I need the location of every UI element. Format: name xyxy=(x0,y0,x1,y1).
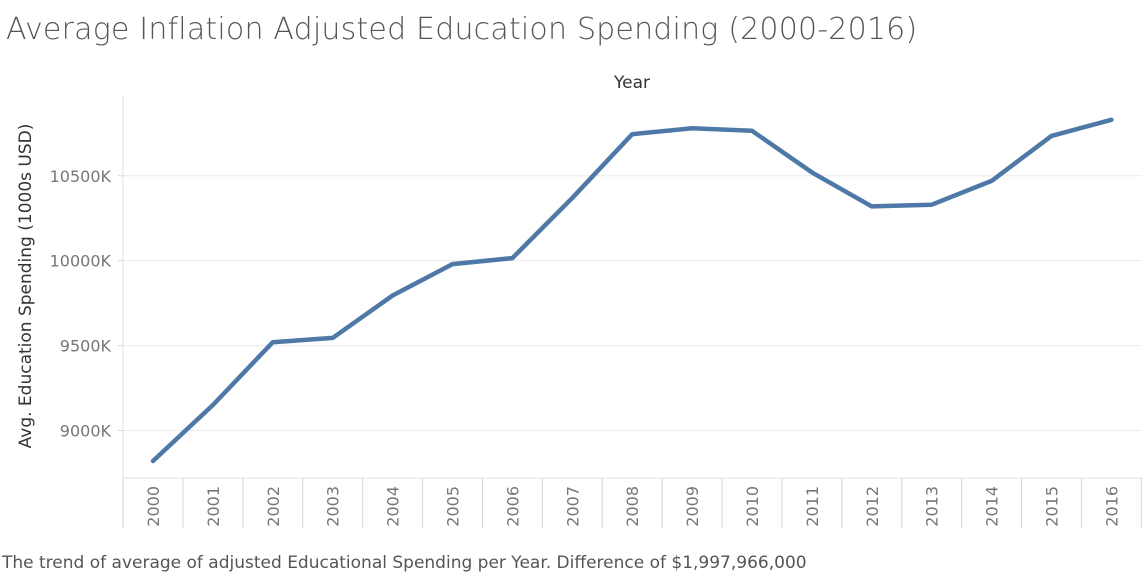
x-tick-label: 2016 xyxy=(1102,486,1121,527)
data-point[interactable] xyxy=(207,399,219,411)
x-tick-label: 2005 xyxy=(444,486,463,527)
x-tick-label: 2001 xyxy=(204,486,223,527)
x-tick-label: 2000 xyxy=(144,486,163,527)
x-tick-label: 2014 xyxy=(983,486,1002,527)
x-tick-label: 2013 xyxy=(923,486,942,527)
gridlines xyxy=(123,175,1142,431)
data-point[interactable] xyxy=(926,199,938,211)
data-point[interactable] xyxy=(1105,114,1117,126)
data-point[interactable] xyxy=(866,200,878,212)
data-point[interactable] xyxy=(686,122,698,134)
data-point[interactable] xyxy=(806,166,818,178)
y-axis-title: Avg. Education Spending (1000s USD) xyxy=(16,124,36,449)
y-tick-label: 9500K xyxy=(60,337,112,356)
x-tick-label: 2002 xyxy=(264,486,283,527)
data-point[interactable] xyxy=(566,192,578,204)
series-group xyxy=(147,114,1117,467)
x-axis: 2000 2001 2002 2003 2004 2005 2006 2007 2008 2009… xyxy=(122,477,1142,528)
x-tick-label: 2007 xyxy=(563,486,582,527)
data-point[interactable] xyxy=(447,258,459,270)
chart-title: Average Inflation Adjusted Education Spe… xyxy=(6,12,918,47)
x-tick-label: 2012 xyxy=(863,486,882,527)
x-tick-label: 2015 xyxy=(1043,486,1062,527)
x-tick-label: 2006 xyxy=(503,486,522,527)
data-point[interactable] xyxy=(327,332,339,344)
data-point[interactable] xyxy=(147,455,159,467)
x-tick-label: 2004 xyxy=(384,486,403,527)
x-tick-label: 2003 xyxy=(324,486,343,527)
y-tick-label: 9000K xyxy=(60,421,112,440)
data-point[interactable] xyxy=(746,125,758,137)
y-tick-label: 10500K xyxy=(50,167,112,186)
chart-caption: The trend of average of adjusted Educati… xyxy=(2,553,807,573)
y-tick-label: 10000K xyxy=(50,252,112,271)
x-tick-label: 2010 xyxy=(743,486,762,527)
series-line xyxy=(150,117,1114,464)
x-tick-label: 2008 xyxy=(623,486,642,527)
data-point[interactable] xyxy=(626,128,638,140)
data-point[interactable] xyxy=(387,290,399,302)
x-tick-label: 2011 xyxy=(803,486,822,527)
data-point[interactable] xyxy=(267,336,279,348)
x-tick-label: 2009 xyxy=(683,486,702,527)
y-axis-ticks: 9000K 9500K 10000K 10500K xyxy=(50,96,124,478)
x-axis-title: Year xyxy=(613,73,650,93)
data-point[interactable] xyxy=(986,175,998,187)
data-point[interactable] xyxy=(506,252,518,264)
data-point[interactable] xyxy=(1046,130,1058,142)
